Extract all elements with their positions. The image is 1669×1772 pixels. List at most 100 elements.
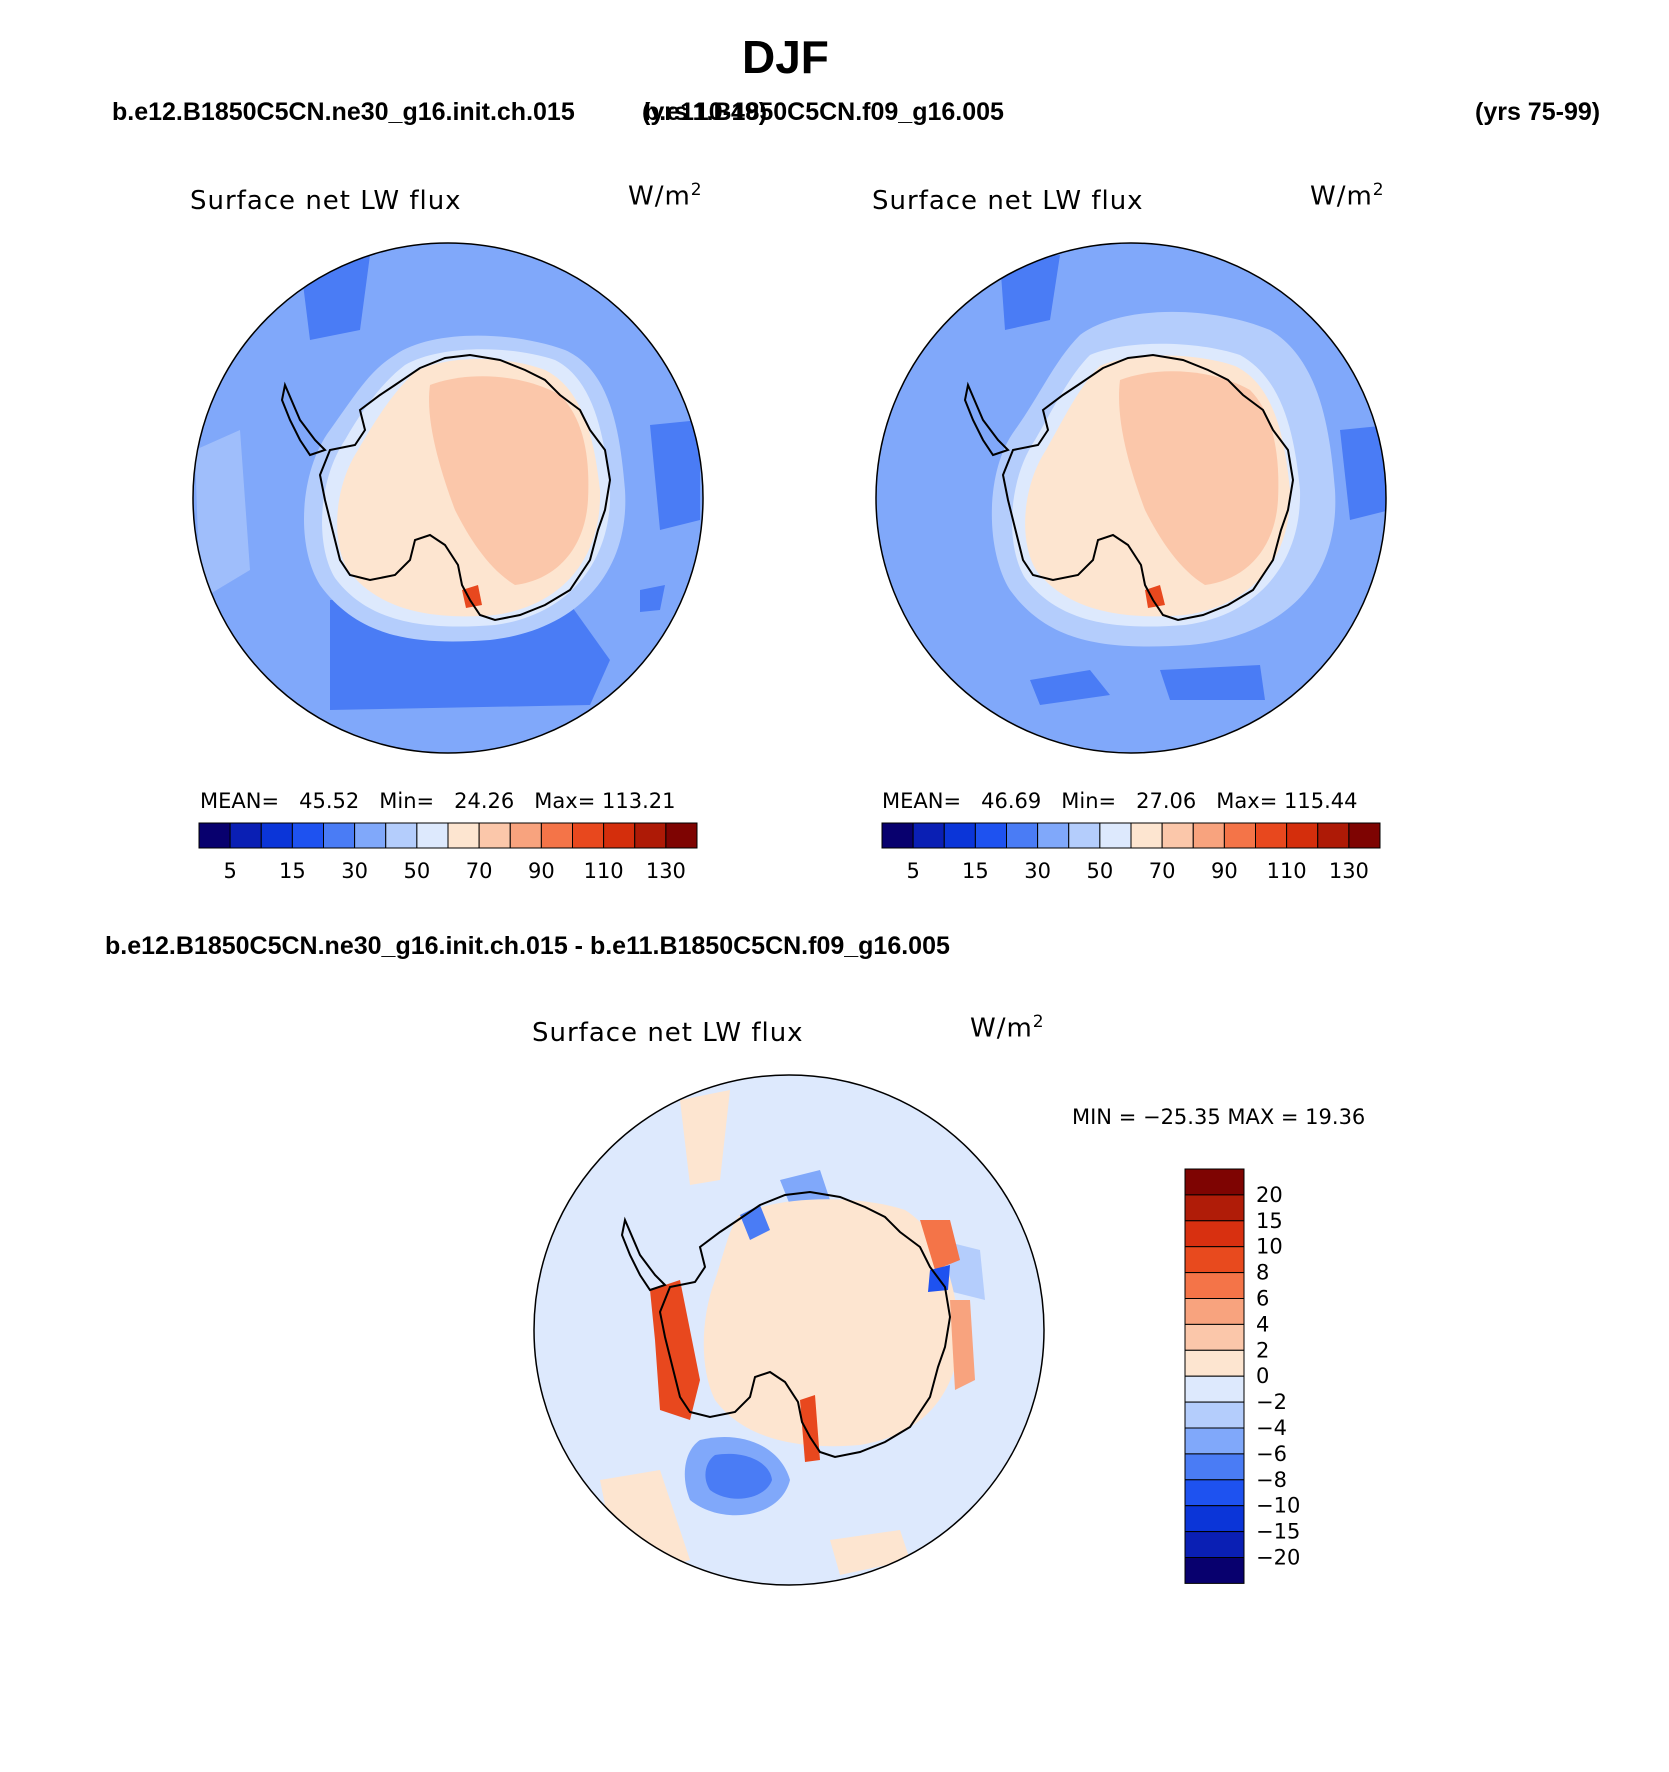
panel2-variable: Surface net LW flux bbox=[872, 186, 1144, 216]
panel2-colorbar-swatch bbox=[1286, 822, 1319, 849]
difference-colorbar-swatch bbox=[1184, 1349, 1245, 1377]
panel2-colorbar-swatch bbox=[1130, 822, 1163, 849]
difference-colorbar-tick-label: −10 bbox=[1256, 1494, 1300, 1518]
case-a-years: (yrs 10-49) bbox=[642, 98, 768, 126]
panel2-colorbar-swatch bbox=[1192, 822, 1225, 849]
difference-colorbar-swatch bbox=[1184, 1298, 1245, 1325]
difference-colorbar-swatch bbox=[1184, 1246, 1245, 1274]
panel2-colorbar-swatch bbox=[1161, 822, 1194, 849]
difference-colorbar-swatch bbox=[1184, 1531, 1245, 1558]
panel2-colorbar-tick-label: 15 bbox=[962, 859, 989, 883]
panel1-colorbar-swatch bbox=[198, 822, 231, 849]
panel2-colorbar-swatch bbox=[1223, 822, 1256, 849]
panel2-colorbar-tick-label: 5 bbox=[906, 859, 919, 883]
panel1-colorbar-swatch bbox=[665, 822, 698, 849]
panel1-colorbar-tick-label: 90 bbox=[528, 859, 555, 883]
figure-title: DJF bbox=[742, 31, 829, 83]
panel2-colorbar-swatch bbox=[1068, 822, 1101, 849]
panel1-colorbar-swatch bbox=[291, 822, 324, 849]
difference-coastline bbox=[658, 1190, 952, 1459]
panel2-colorbar-swatch bbox=[1317, 822, 1350, 849]
difference-colorbar-swatch bbox=[1184, 1323, 1245, 1351]
panel1-colorbar-tick-label: 15 bbox=[279, 859, 306, 883]
panel1-map bbox=[192, 242, 704, 754]
panel1-colorbar-tick-label: 30 bbox=[341, 859, 368, 883]
difference-colorbar-tick-label: −6 bbox=[1256, 1442, 1287, 1466]
difference-map-border bbox=[533, 1074, 1045, 1586]
difference-colorbar-tick-label: −2 bbox=[1256, 1390, 1287, 1414]
panel1-colorbar-swatch bbox=[478, 822, 511, 849]
difference-colorbar-tick-label: −15 bbox=[1256, 1520, 1300, 1544]
panel2-stats: MEAN= 46.69 Min= 27.06 Max= 115.44 bbox=[882, 789, 1358, 813]
difference-antarctica bbox=[703, 1199, 960, 1447]
difference-colorbar-tick-label: 20 bbox=[1256, 1183, 1283, 1207]
panel2-colorbar-swatch bbox=[1037, 822, 1070, 849]
difference-variable: Surface net LW flux bbox=[532, 1018, 804, 1048]
panel2-colorbar-tick-label: 90 bbox=[1211, 859, 1238, 883]
panel1-colorbar-swatch bbox=[540, 822, 573, 849]
case-b-label: b.e11.B1850C5CN.f09_g16.005 bbox=[644, 98, 1004, 126]
difference-title: b.e12.B1850C5CN.ne30_g16.init.ch.015 - b… bbox=[105, 932, 950, 960]
panel2-colorbar-swatch bbox=[1348, 822, 1381, 849]
case-b-years: (yrs 75-99) bbox=[1475, 98, 1601, 126]
panel2-map bbox=[875, 242, 1387, 754]
panel1-colorbar-swatch bbox=[385, 822, 418, 849]
panel2-colorbar-tick-label: 30 bbox=[1024, 859, 1051, 883]
difference-units: W/m2 bbox=[970, 1012, 1045, 1044]
difference-colorbar-swatch bbox=[1184, 1401, 1245, 1429]
panel1-colorbar-tick-label: 130 bbox=[646, 859, 686, 883]
difference-colorbar-swatch bbox=[1184, 1220, 1245, 1248]
panel1-coastline bbox=[318, 353, 612, 622]
panel1-colorbar-swatch bbox=[634, 822, 667, 849]
panel1-colorbar-swatch bbox=[447, 822, 480, 849]
difference-colorbar-tick-label: 8 bbox=[1256, 1261, 1269, 1285]
panel2-map-border bbox=[875, 242, 1387, 754]
panel1-colorbar-tick-label: 50 bbox=[404, 859, 431, 883]
difference-colorbar-tick-label: 2 bbox=[1256, 1338, 1269, 1362]
difference-colorbar-swatch bbox=[1184, 1505, 1245, 1533]
difference-colorbar-swatch bbox=[1184, 1168, 1245, 1196]
panel1-colorbar-tick-label: 5 bbox=[223, 859, 236, 883]
difference-colorbar-tick-label: 6 bbox=[1256, 1287, 1269, 1311]
panel2-colorbar-swatch bbox=[1255, 822, 1288, 849]
panel1-colorbar-tick-label: 110 bbox=[584, 859, 624, 883]
difference-warm-anomaly bbox=[650, 1280, 700, 1420]
panel2-colorbar: 5 15 30 50 70 90 110 130 bbox=[881, 822, 1381, 883]
panel1-colorbar-swatch bbox=[323, 822, 356, 849]
panel1-stats: MEAN= 45.52 Min= 24.26 Max= 113.21 bbox=[200, 789, 676, 813]
difference-colorbar-tick-label: −8 bbox=[1256, 1468, 1287, 1492]
difference-min-max: MIN = −25.35 MAX = 19.36 bbox=[1072, 1105, 1366, 1129]
panel2-colorbar-swatch bbox=[881, 822, 914, 849]
panel1-colorbar-swatch bbox=[509, 822, 542, 849]
difference-map bbox=[533, 1074, 1045, 1586]
panel1-colorbar-swatch bbox=[354, 822, 387, 849]
case-a-label: b.e12.B1850C5CN.ne30_g16.init.ch.015 bbox=[112, 98, 575, 126]
difference-colorbar-tick-label: 10 bbox=[1256, 1235, 1283, 1259]
panel1-colorbar-swatch bbox=[416, 822, 449, 849]
difference-colorbar-swatch bbox=[1184, 1453, 1245, 1481]
panel1-colorbar-swatch bbox=[603, 822, 636, 849]
panel2-colorbar-tick-label: 50 bbox=[1087, 859, 1114, 883]
panel2-colorbar-tick-label: 130 bbox=[1329, 859, 1369, 883]
panel1-units: W/m2 bbox=[628, 180, 703, 212]
panel2-colorbar-swatch bbox=[974, 822, 1007, 849]
panel1-colorbar-swatch bbox=[572, 822, 605, 849]
panel2-colorbar-swatch bbox=[943, 822, 976, 849]
panel2-colorbar-tick-label: 70 bbox=[1149, 859, 1176, 883]
panel2-colorbar-tick-label: 110 bbox=[1267, 859, 1307, 883]
panel1-colorbar-swatch bbox=[260, 822, 293, 849]
difference-colorbar-tick-label: 4 bbox=[1256, 1312, 1269, 1336]
panel2-colorbar-swatch bbox=[1099, 822, 1132, 849]
panel1-colorbar: 5 15 30 50 70 90 110 130 bbox=[198, 822, 698, 883]
difference-colorbar-swatch bbox=[1184, 1375, 1245, 1403]
difference-colorbar-swatch bbox=[1184, 1194, 1245, 1222]
panel1-colorbar-tick-label: 70 bbox=[466, 859, 493, 883]
panel2-colorbar-swatch bbox=[1006, 822, 1039, 849]
difference-colorbar-tick-label: −4 bbox=[1256, 1416, 1287, 1440]
panel1-map-border bbox=[192, 242, 704, 754]
difference-colorbar-tick-label: 0 bbox=[1256, 1364, 1269, 1388]
difference-colorbar-swatch bbox=[1184, 1557, 1245, 1584]
difference-colorbar-swatch bbox=[1184, 1479, 1245, 1507]
